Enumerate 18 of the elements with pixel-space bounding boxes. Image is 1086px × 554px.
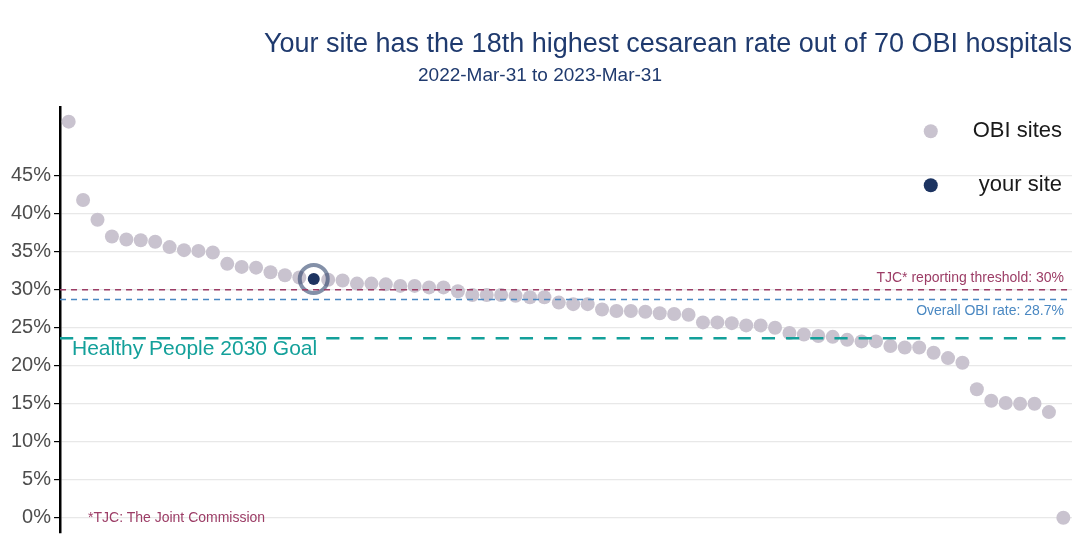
y-tick-label: 15% — [11, 391, 52, 414]
y-tick-label: 45% — [11, 163, 52, 186]
y-tick-label: 10% — [11, 429, 52, 452]
ref-line-label: Overall OBI rate: 28.7% — [916, 302, 1064, 319]
y-tick-label: 20% — [11, 353, 52, 376]
y-tick-label: 25% — [11, 315, 52, 338]
ref-line-label: Healthy People 2030 Goal — [72, 336, 318, 360]
chart-title: Your site has the 18th highest cesarean rate out of 70 OBI hospitals — [263, 27, 1072, 58]
y-tick-label: 40% — [11, 201, 52, 224]
legend-label: your site — [978, 171, 1063, 197]
legend-label: OBI sites — [972, 117, 1062, 143]
y-tick-label: 30% — [11, 277, 52, 300]
ref-line-label: TJC* reporting threshold: 30% — [876, 268, 1064, 285]
y-tick-label: 0% — [22, 505, 52, 528]
y-tick-label: 5% — [22, 467, 52, 490]
y-tick-label: 35% — [11, 239, 52, 262]
annotation: *TJC: The Joint Commission — [88, 508, 266, 525]
chart-subtitle: 2022-Mar-31 to 2023-Mar-31 — [418, 64, 662, 86]
